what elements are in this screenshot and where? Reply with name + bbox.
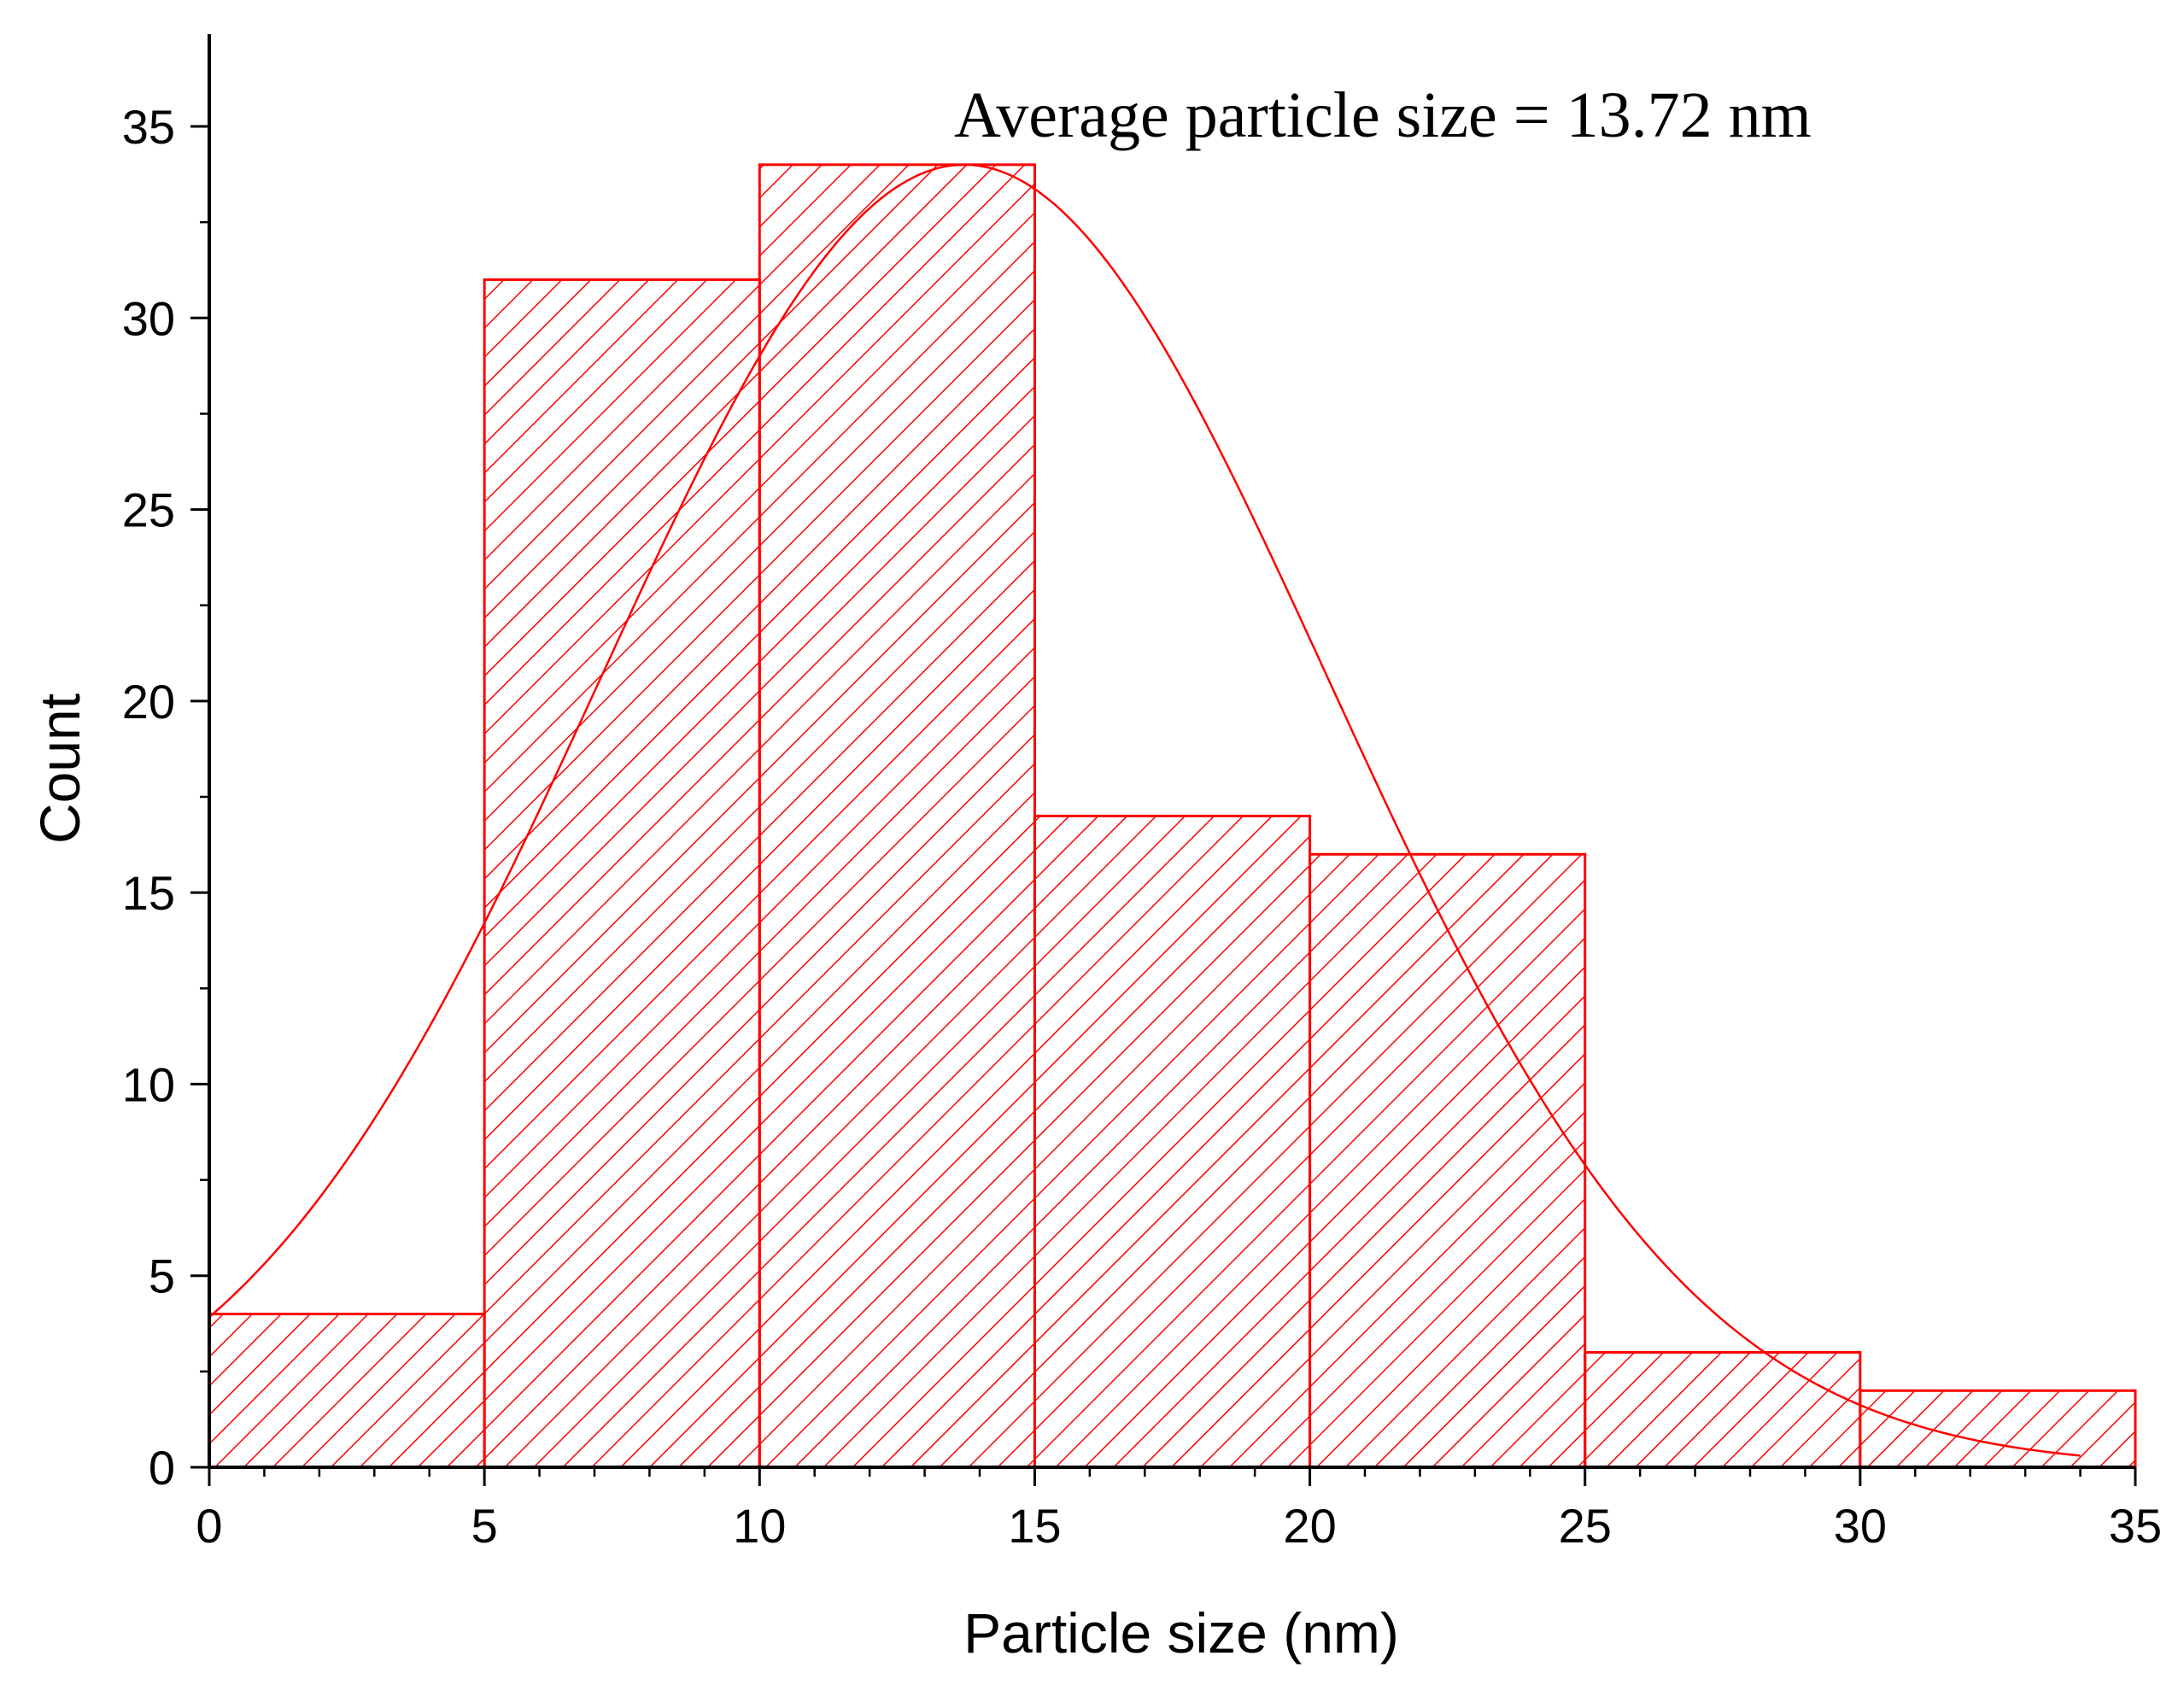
histogram-bar-15-20 [1033, 814, 1312, 1469]
x-tick-label: 25 [1559, 1499, 1612, 1553]
axis-ticks: 0 5 10 15 20 25 30 35 0 5 10 15 20 25 30 35 [122, 100, 2162, 1553]
y-tick-label: 35 [122, 100, 175, 154]
average-size-annotation: Average particle size = 13.72 nm [954, 79, 1812, 151]
distribution-fit-curve [208, 163, 2081, 1457]
y-tick-label: 30 [122, 291, 175, 345]
histogram-bar-30-35 [1859, 1389, 2137, 1469]
axes [208, 34, 2135, 1469]
histogram-bar-10-15 [758, 163, 1036, 1469]
histogram-bar-0-5 [208, 1313, 486, 1469]
x-axis-title: Particle size (nm) [963, 1601, 1399, 1665]
x-tick-label: 0 [196, 1499, 222, 1553]
x-tick-label: 35 [2109, 1499, 2162, 1553]
x-tick-label: 30 [1834, 1499, 1887, 1553]
y-tick-label: 5 [149, 1249, 175, 1303]
histogram-bar-25-30 [1584, 1350, 1862, 1469]
histogram-bars [208, 163, 2137, 1469]
x-tick-label: 5 [471, 1499, 498, 1553]
y-tick-label: 25 [122, 483, 175, 537]
y-tick-label: 20 [122, 675, 175, 729]
histogram-bar-20-25 [1309, 852, 1587, 1469]
y-tick-label: 10 [122, 1057, 175, 1111]
x-tick-label: 10 [733, 1499, 786, 1553]
y-axis-title: Count [28, 693, 91, 844]
y-tick-label: 0 [149, 1441, 175, 1495]
x-tick-label: 20 [1283, 1499, 1336, 1553]
y-tick-label: 15 [122, 866, 175, 920]
x-tick-label: 15 [1008, 1499, 1061, 1553]
histogram-bar-5-10 [483, 278, 761, 1469]
